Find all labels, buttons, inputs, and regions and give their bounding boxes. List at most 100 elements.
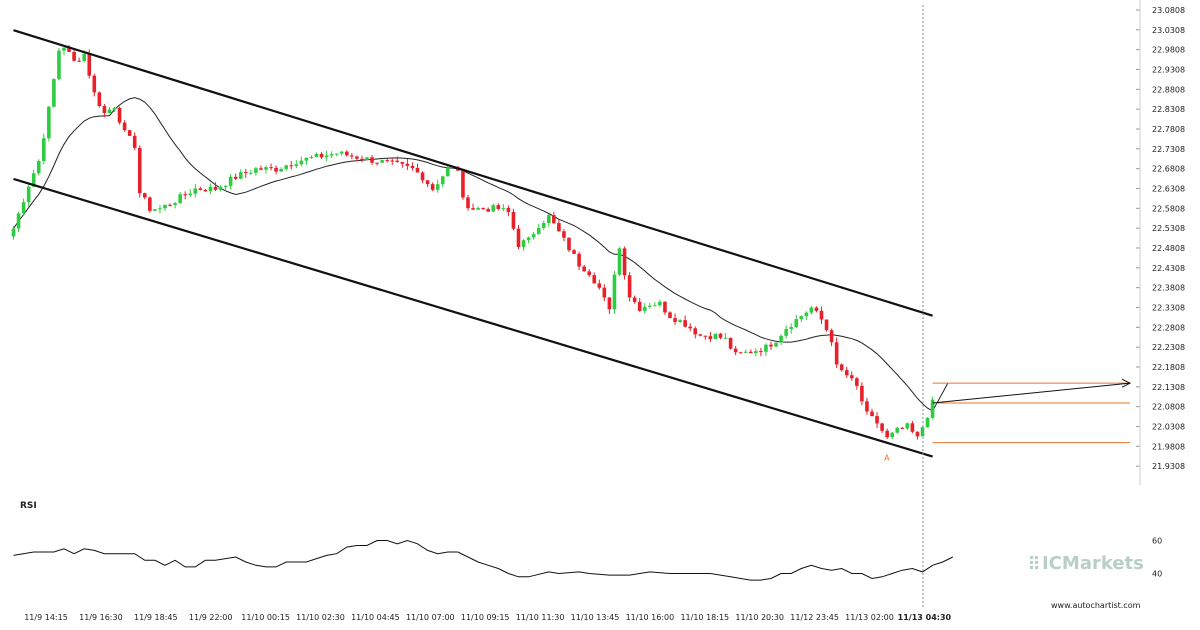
x-tick-label: 11/13 02:00 [845,613,894,622]
candle-body [764,344,768,352]
x-axis-ticks: 11/9 14:15 11/9 16:30 11/9 18:45 11/9 22:00… [24,613,951,622]
x-tick-label: 11/12 23:45 [790,613,839,622]
candle-body [365,157,369,160]
x-tick-label: 11/10 04:45 [351,613,400,622]
candle-body [658,301,662,306]
candle-body [314,153,319,158]
y-tick-label: 22.7808 [1152,125,1185,134]
candle-body [895,427,900,433]
candle-body [602,287,607,298]
candle-body [759,351,763,353]
candle-body [249,172,253,174]
candle-body [26,186,31,203]
candle-body [496,205,501,209]
candle-body [244,172,248,174]
candle-body [67,47,71,52]
candle-body [557,223,561,232]
candle-body [511,211,516,229]
candle-body [708,336,713,340]
x-tick-label: 11/10 18:15 [680,613,729,622]
candle-body [62,47,66,51]
y-axis-ticks: 23.0808 23.0308 22.9808 22.9308 22.8808 22.83… [1136,0,1185,485]
y-tick-label: 22.4808 [1152,244,1185,253]
candle-body [890,432,894,438]
y-tick-label: 22.2308 [1152,343,1185,352]
price-levels [932,378,1132,444]
candle-body [930,399,935,418]
candle-body [501,207,506,209]
candle-body [855,378,859,386]
candle-body [233,176,238,179]
candle-body [11,228,16,237]
candle-body [77,60,81,62]
candle-body [743,351,748,353]
projection-line [932,382,1131,404]
candle-body [799,316,804,319]
candle-body [21,202,26,214]
x-tick-label: 11/10 00:15 [241,613,290,622]
candle-body [97,92,102,106]
y-tick-label: 21.9808 [1152,442,1185,451]
y-tick-label: 23.0808 [1152,6,1185,15]
candle-body [718,333,723,338]
candle-body [228,176,233,186]
candle-body [769,344,773,347]
candle-body [183,194,187,196]
candle-body [72,51,76,61]
candle-body [804,312,809,317]
candle-body [587,271,591,276]
x-tick-label: 11/9 14:15 [24,613,68,622]
candle-body [582,266,586,272]
candle-body [380,160,384,163]
candle-body [163,204,167,209]
candle-body [16,213,21,229]
candle-body [57,50,61,80]
y-tick-label: 22.0308 [1152,422,1185,431]
candle-body [112,107,117,110]
candle-body [446,167,450,177]
candle-body [819,310,824,320]
candle-body [319,153,324,158]
candle-body [774,342,778,347]
candle-body [829,330,834,343]
y-tick-label: 22.9308 [1152,65,1185,74]
candle-body [789,327,793,330]
candle-body [642,306,647,311]
candle-body [213,186,218,190]
candle-body [385,160,389,162]
candle-body [612,274,617,310]
watermark: ICMarkets [1030,553,1144,574]
candle-body [481,208,485,210]
x-tick-label: 11/10 20:30 [735,613,784,622]
candle-body [900,427,905,429]
x-tick-label: 11/10 16:00 [626,613,675,622]
candle-body [127,130,132,136]
candle-body [622,248,627,276]
candle-body [541,223,546,228]
candle-body [173,203,177,205]
candle-body [880,423,884,431]
candle-body [148,197,152,211]
y-tick-label: 22.9808 [1152,46,1185,55]
candle-body [577,253,581,267]
candle-body [153,209,157,211]
candle-body [440,176,445,185]
candle-body [132,135,137,148]
candle-body [723,337,728,339]
channel-lines [13,29,933,458]
candle-body [733,348,738,353]
candle-body [82,53,86,61]
candle-body [521,240,526,248]
point-label: A [884,454,890,463]
y-tick-label: 22.6808 [1152,165,1185,174]
candle-body [738,352,743,354]
candle-body [713,333,718,340]
candle-body [360,158,364,160]
candle-body [471,208,475,210]
ma-line [13,97,949,412]
candle-body [673,318,677,322]
rsi-line [13,539,954,581]
candle-body [324,155,329,158]
candle-body [844,370,849,376]
